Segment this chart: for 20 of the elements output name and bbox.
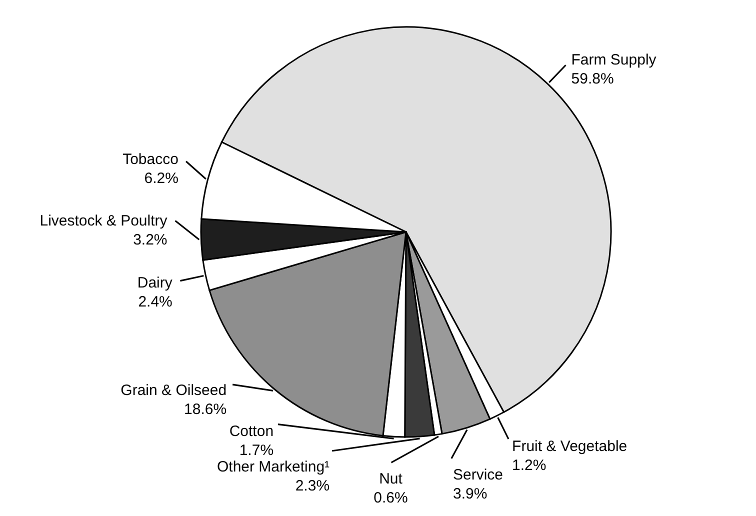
slice-label: Farm Supply	[571, 51, 657, 68]
data-label: 18.6%	[184, 400, 227, 418]
data-label: 1.7%	[239, 442, 274, 459]
data-label: 3.9%	[453, 485, 488, 502]
slice-label: Service	[453, 466, 504, 484]
data-label: 6.2%	[144, 170, 178, 187]
slice-label: Other Marketing¹	[216, 458, 330, 476]
data-label: 3.2%	[133, 231, 168, 248]
data-label: 2.4%	[138, 294, 172, 310]
slice-label: Fruit & Vegetable	[512, 438, 628, 456]
data-label: 2.3%	[295, 477, 330, 494]
data-label: 1.2%	[512, 457, 546, 474]
data-label: 0.6%	[374, 490, 408, 507]
slice-label: Livestock & Poultry	[40, 212, 168, 230]
slice-label: Grain & Oilseed	[120, 382, 227, 399]
data-label: 59.8%	[571, 70, 614, 88]
slice-label: Cotton	[229, 422, 274, 440]
slice-label: Nut	[379, 470, 404, 488]
slice-label: Dairy	[137, 274, 173, 292]
slice-label: Tobacco	[122, 150, 178, 168]
